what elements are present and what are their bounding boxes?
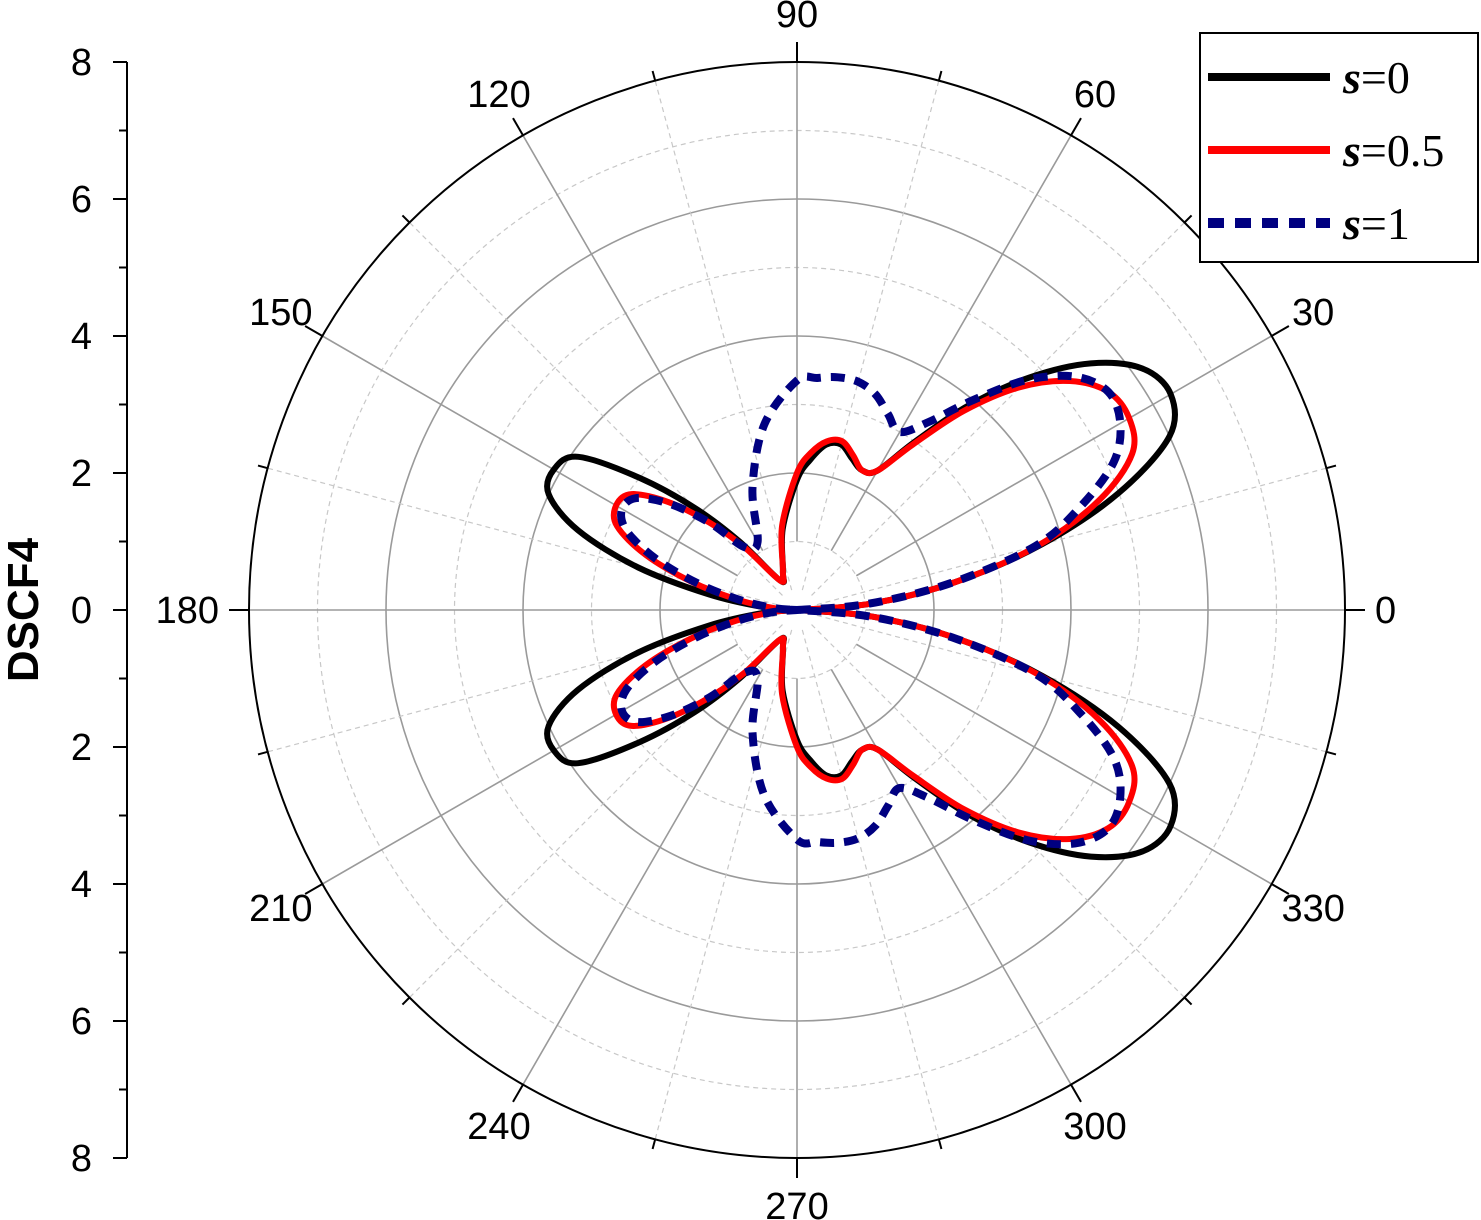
grid-spoke-minor (409, 222, 783, 596)
angle-tick (1183, 996, 1193, 1006)
grid-spoke-major (855, 335, 1272, 577)
radial-tick-label: 6 (71, 179, 92, 221)
grid-spoke-major (830, 135, 1072, 552)
angle-tick (512, 1084, 524, 1103)
y-axis-title: DSCF4 (0, 537, 48, 682)
grid-spoke-major (522, 135, 764, 552)
radial-axis: 8 6 4 2 0 2 4 6 8 (71, 42, 128, 1180)
angle-tick (304, 325, 323, 337)
grid-spoke-major (855, 643, 1272, 885)
radial-tick-label: 2 (71, 727, 92, 769)
angle-tick (304, 883, 323, 895)
grid-spoke-major (830, 668, 1072, 1085)
angle-tick (1326, 750, 1337, 756)
angle-label-180: 180 (156, 590, 219, 632)
angle-label-210: 210 (249, 888, 312, 930)
grid-spoke-minor (654, 80, 793, 591)
angle-labels: 0 30 60 90 120 150 180 210 240 270 300 330 (156, 0, 1397, 1220)
angle-tick (257, 750, 268, 756)
legend: s=0 s=0.5 s=1 (1199, 32, 1479, 263)
grid-spoke-minor (811, 222, 1185, 596)
legend-label-1: s=0 (1342, 52, 1410, 103)
angle-tick (1271, 883, 1290, 895)
grid-spoke-minor (267, 467, 778, 606)
grid-spoke-minor (267, 614, 778, 753)
grid-spoke-minor (409, 624, 783, 998)
grid-spoke-minor (816, 467, 1327, 606)
radial-tick-label: 0 (71, 590, 92, 632)
grid-spoke-minor (811, 624, 1185, 998)
series-curves (544, 359, 1179, 861)
radial-tick-label: 4 (71, 864, 92, 906)
angle-label-120: 120 (467, 74, 530, 116)
angle-tick (512, 117, 524, 136)
angle-tick (937, 1139, 943, 1150)
series-line-3 (617, 371, 1125, 849)
angle-tick (1183, 214, 1193, 224)
grid-spoke-minor (816, 614, 1327, 753)
angle-tick (401, 996, 411, 1006)
grid-spoke-minor (801, 629, 940, 1140)
legend-label-2: s=0.5 (1342, 125, 1444, 176)
radial-tick-label: 2 (71, 453, 92, 495)
polar-grid (229, 42, 1365, 1178)
angle-label-150: 150 (249, 292, 312, 334)
angle-tick (937, 70, 943, 81)
grid-spoke-minor (654, 629, 793, 1140)
angle-tick (651, 1139, 657, 1150)
angle-label-60: 60 (1074, 74, 1116, 116)
grid-spoke-minor (801, 80, 940, 591)
angle-tick (1070, 1084, 1082, 1103)
angle-label-90: 90 (776, 0, 818, 36)
angle-label-240: 240 (467, 1106, 530, 1148)
angle-tick (401, 214, 411, 224)
grid-spoke-major (322, 335, 739, 577)
radial-tick-label: 8 (71, 1138, 92, 1180)
grid-spoke-major (522, 668, 764, 1085)
radial-tick-label: 8 (71, 42, 92, 84)
angle-tick (1070, 117, 1082, 136)
angle-tick (651, 70, 657, 81)
grid-spoke-major (322, 643, 739, 885)
angle-label-270: 270 (765, 1186, 828, 1220)
angle-tick (257, 464, 268, 470)
radial-tick-label: 4 (71, 316, 92, 358)
angle-label-0: 0 (1375, 590, 1396, 632)
angle-label-330: 330 (1281, 888, 1344, 930)
angle-tick (1326, 464, 1337, 470)
angle-tick (1271, 325, 1290, 337)
legend-label-3: s=1 (1342, 198, 1410, 249)
angle-label-30: 30 (1292, 292, 1334, 334)
angle-label-300: 300 (1063, 1106, 1126, 1148)
radial-tick-label: 6 (71, 1001, 92, 1043)
